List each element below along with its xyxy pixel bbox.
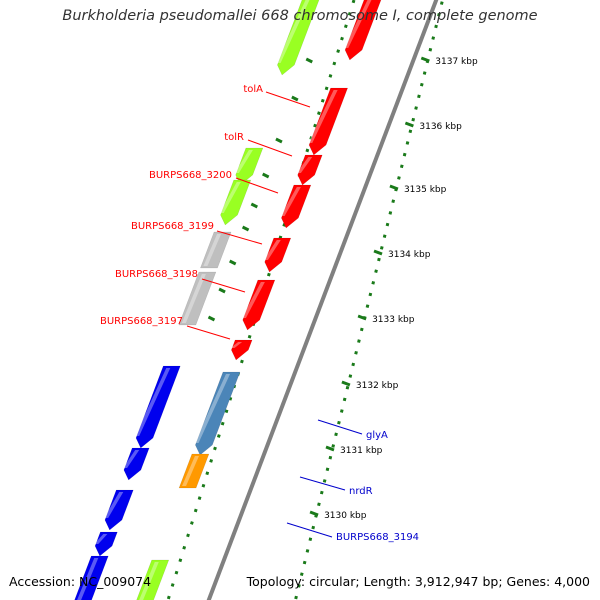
gene-highlight [308,90,338,143]
gene-label-leader [265,91,311,108]
gene-highlight [263,240,281,260]
skew-dash [305,57,313,64]
skew-dash [275,137,283,144]
gene-label-leader [186,325,231,340]
gene-arrow-red[interactable] [242,279,276,331]
genome-backbone [206,0,439,600]
scale-tick-label: 3136 kbp [419,122,462,132]
gene-label[interactable]: BURPS668_3197 [100,316,183,327]
gene-label-leader [247,139,293,157]
gene-label-leader [317,419,363,435]
gene-label[interactable]: tolA [243,84,263,95]
scale-tick [404,121,414,128]
gene-arrow-red[interactable] [281,184,312,229]
gene-highlight [296,157,313,173]
gene-highlight [123,450,140,468]
scale-tick [389,184,399,191]
scale-tick-label: 3134 kbp [388,250,431,260]
gene-highlight [241,282,265,318]
accession-label: Accession: NC_009074 [9,574,152,589]
skew-dash [241,225,250,232]
scale-tick [325,445,335,452]
scale-tick [357,314,367,321]
scale-tick-label: 3135 kbp [404,185,447,195]
skew-dash [229,259,237,266]
gene-label[interactable]: glyA [366,430,388,441]
skew-dash [291,95,299,102]
genome-stats-label: Topology: circular; Length: 3,912,947 bp… [246,574,590,589]
gene-arrow-red[interactable] [264,237,292,273]
gene-highlight [181,274,206,323]
scale-tick [309,510,319,517]
gene-label[interactable]: BURPS668_3200 [149,170,232,181]
gene-label[interactable]: tolR [224,132,244,143]
gene-highlight [194,374,231,443]
gene-label-leader [201,278,246,293]
gene-arrow-red[interactable] [297,154,323,186]
gene-highlight [94,534,108,544]
gene-highlight [280,187,301,216]
skew-dash [207,315,216,322]
scale-tick-label: 3133 kbp [372,315,415,325]
gene-label[interactable]: BURPS668_3194 [336,532,419,543]
gene-highlight [104,492,124,518]
scale-ticks: 3137 kbp 3136 kbp 3135 kbp 3134 kbp 3133 kbp… [309,56,478,521]
gene-arrow-steel[interactable] [195,371,241,456]
gene-arrow-blue[interactable] [123,447,150,481]
gene-arrow-blue[interactable] [135,365,181,449]
gene-arrow-blue[interactable] [104,489,134,531]
scale-tick [341,380,351,387]
scale-tick [420,56,430,63]
gene-label-leader [235,177,279,194]
skew-dash [218,287,226,294]
gene-arrow-green[interactable] [133,559,170,600]
gene-highlight [203,234,222,266]
skew-dash [250,202,258,209]
gene-arrow-orange[interactable] [178,453,210,489]
scale-tick-label: 3131 kbp [340,446,383,456]
scale-tick-label: 3137 kbp [435,57,478,67]
outer-dotted-scale [293,0,445,600]
gene-highlight [276,0,310,63]
gene-highlight [135,368,171,436]
gene-arrow-gray[interactable] [178,271,217,326]
scale-tick-label: 3132 kbp [356,381,399,391]
gene-arrow-red[interactable] [308,87,349,156]
gene-highlight [182,456,199,486]
gene-arrow-blue[interactable] [94,531,118,557]
gene-features [71,0,383,600]
scale-tick [373,249,383,256]
gene-highlight [139,562,159,600]
page-title: Burkholderia pseudomallei 668 chromosome… [62,8,538,24]
scale-tick-label: 3130 kbp [324,511,367,521]
gene-label[interactable]: BURPS668_3198 [115,269,198,280]
gene-label-leader [299,476,346,491]
gene-label[interactable]: BURPS668_3199 [131,221,214,232]
gene-arrow-green[interactable] [277,0,321,76]
gene-arrow-red[interactable] [344,0,383,61]
gene-arrow-gray[interactable] [200,231,232,269]
gc-skew-dashes [207,57,313,322]
gene-label-leader [286,522,333,538]
gene-arrow-blue[interactable] [71,555,109,600]
gene-arrow-red[interactable] [231,339,253,361]
gene-label-leader [216,230,263,245]
gene-label[interactable]: nrdR [349,486,373,497]
gene-arrow-green[interactable] [220,179,252,226]
gene-labels: tolA tolR BURPS668_3200 BURPS668_3199 BURPS6… [100,84,419,543]
gene-highlight [234,150,253,173]
gene-highlight [219,182,241,213]
skew-dash [262,172,270,179]
gene-highlight [77,558,99,600]
gene-highlight [230,342,243,348]
gene-highlight [344,0,372,48]
